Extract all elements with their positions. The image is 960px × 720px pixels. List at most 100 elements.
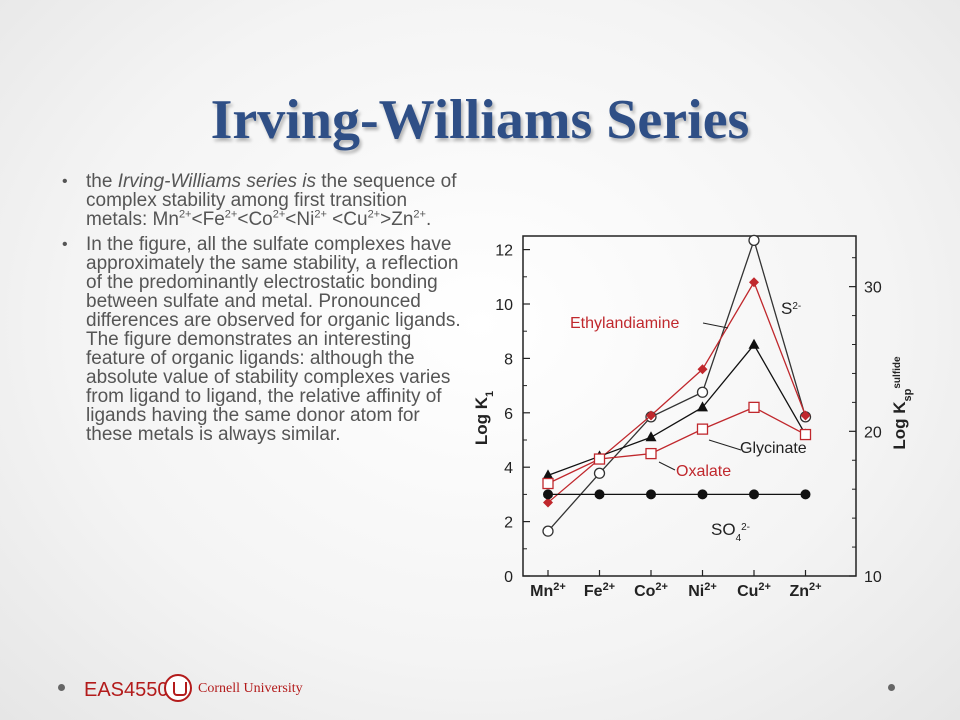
series-label-s2: S2- [781, 299, 801, 318]
series-line [547, 280, 807, 504]
leader-line-glycinate [708, 439, 742, 451]
y-tick-label-left-part: 0 [504, 569, 513, 586]
data-point-glycinate [697, 401, 708, 412]
data-point-s2 [542, 525, 554, 537]
ion-element: Co [248, 209, 273, 230]
ion-separator: < [191, 209, 203, 230]
y-tick-label-left: 8 [504, 351, 513, 368]
data-point-s2 [593, 467, 606, 479]
data-point-glycinate [645, 431, 657, 442]
x-tick-label-part: 2+ [809, 581, 822, 593]
data-point-s2 [748, 234, 760, 246]
ion-formula: Ni2+ < [296, 209, 343, 230]
x-tick-label-part: Fe [584, 583, 603, 600]
ion-formula: Co2+< [248, 209, 296, 230]
data-point-glycinate [542, 469, 554, 480]
y-axis-label-right: Log Kspsulfide [890, 356, 914, 450]
series-line [547, 238, 807, 532]
y-tick-label-right-part: 30 [864, 280, 882, 297]
data-point-oxalate [696, 423, 709, 435]
y-axis-label-right-part: Log K [890, 401, 909, 450]
series-label-ethylandiamine-part: Ethylandiamine [570, 315, 680, 332]
ion-sequence: Mn2+<Fe2+<Co2+<Ni2+ <Cu2+>Zn2+. [153, 209, 432, 230]
data-point-s2 [696, 386, 709, 398]
plot-frame [522, 235, 857, 577]
data-point-ethylandiamine [646, 410, 656, 421]
data-point-so4 [543, 489, 553, 500]
ion-charge: 2+ [367, 208, 381, 221]
bullet-text-2: In the figure, all the sulfate complexes… [86, 234, 461, 445]
ion-element: Zn [391, 209, 414, 230]
series-label-glycinate-part: Glycinate [740, 440, 807, 457]
y-axis-label-right-part: sp [902, 388, 914, 401]
course-logo: EAS4550 [84, 679, 169, 701]
x-tick-label-part: 2+ [655, 581, 668, 593]
data-point-ethylandiamine [697, 364, 708, 375]
x-tick-label: Mn2+ [530, 581, 566, 600]
data-point-oxalate [542, 477, 554, 490]
series-label-oxalate-part: Oxalate [676, 463, 731, 480]
slide-title: Irving-Williams Series [210, 89, 750, 151]
ion-charge: 2+ [413, 208, 426, 221]
ion-element: Fe [202, 209, 225, 230]
bullet-text-1b: the sequence of complex stability among … [86, 171, 457, 230]
data-point-so4 [697, 489, 708, 500]
ion-charge: 2+ [178, 208, 192, 221]
ion-formula: Zn2+. [391, 209, 431, 230]
data-point-oxalate [799, 428, 812, 441]
x-tick-label: Zn2+ [789, 581, 821, 600]
bullet-item: • the Irving-Williams series is the sequ… [62, 172, 462, 229]
data-point-oxalate [645, 447, 657, 460]
y-tick-label-left: 6 [504, 406, 513, 423]
y-tick-label-right: 20 [864, 424, 882, 441]
data-point-so4 [749, 489, 759, 500]
data-point-oxalate [748, 401, 760, 414]
footer-right-dot [888, 684, 895, 691]
y-tick-label-left-part: 8 [504, 351, 513, 368]
y-axis-label-right-part: sulfide [892, 356, 903, 389]
y-tick-label-left-part: 6 [504, 406, 513, 423]
x-tick-label-part: 2+ [758, 581, 771, 593]
x-tick-label-part: Ni [688, 583, 704, 600]
ion-charge: 2+ [272, 208, 286, 221]
x-tick-label-part: Mn [530, 583, 553, 600]
leader-line-oxalate [658, 461, 676, 471]
data-point-ethylandiamine [543, 497, 553, 508]
ion-element: Ni [296, 209, 315, 230]
data-point-ethylandiamine [749, 277, 759, 288]
leader-line-ethylandiamine [702, 322, 729, 329]
bullet-dot-icon: • [62, 173, 68, 190]
bullet-list: • the Irving-Williams series is the sequ… [62, 172, 462, 450]
footer-left-dot [58, 684, 65, 691]
x-tick-label-part: Zn [789, 583, 809, 600]
y-tick-label-left-part: 10 [495, 297, 513, 314]
series-line [547, 406, 806, 485]
ion-separator: < [285, 209, 297, 230]
y-tick-label-right: 30 [864, 280, 882, 297]
y-tick-label-right-part: 10 [864, 569, 882, 586]
data-point-so4 [800, 489, 811, 500]
data-point-so4 [646, 489, 656, 500]
ion-formula: Mn2+< [153, 209, 203, 230]
y-tick-label-left: 10 [495, 297, 513, 314]
ion-separator: . [425, 209, 432, 230]
university-name: Cornell University [198, 681, 303, 696]
series-label-so4: SO42- [711, 520, 750, 544]
ion-separator: > [380, 209, 392, 230]
ion-charge: 2+ [224, 208, 238, 221]
y-axis-label-left-part: 1 [484, 391, 496, 397]
bullet-dot-icon: • [62, 236, 68, 253]
cornell-seal-icon [164, 674, 192, 702]
y-tick-label-left-part: 2 [504, 515, 513, 532]
y-tick-label-left-part: 12 [495, 243, 513, 260]
series-label-s2-part: S [781, 299, 792, 318]
y-tick-label-left: 0 [504, 569, 513, 586]
series-label-ethylandiamine: Ethylandiamine [570, 315, 680, 332]
data-point-so4 [594, 489, 605, 500]
ion-charge: 2+ [314, 208, 327, 221]
series-label-glycinate: Glycinate [740, 440, 807, 457]
ion-formula: Fe2+< [203, 209, 249, 230]
y-tick-label-right: 10 [864, 569, 882, 586]
y-tick-label-right-part: 20 [864, 424, 882, 441]
